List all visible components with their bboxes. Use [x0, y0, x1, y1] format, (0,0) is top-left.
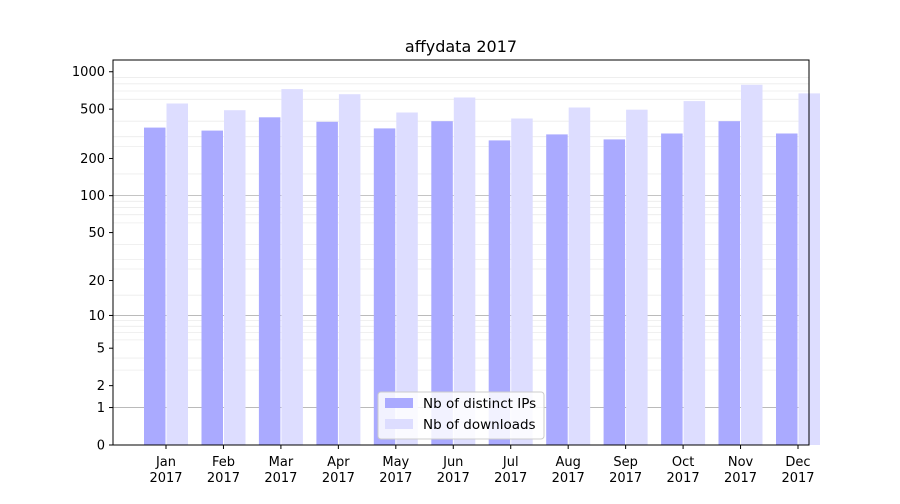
x-tick-label-month: Jan — [155, 455, 176, 470]
legend-swatch-distinct-ips — [385, 398, 413, 408]
legend: Nb of distinct IPs Nb of downloads — [377, 391, 545, 440]
bar-downloads-jan — [166, 103, 188, 445]
bar-distinct-ips-sep — [603, 139, 626, 445]
bar-distinct-ips-aug — [546, 134, 568, 445]
legend-label-downloads: Nb of downloads — [423, 417, 536, 433]
y-tick-label: 1 — [97, 401, 105, 416]
x-tick-label-year: 2017 — [437, 471, 470, 486]
y-tick-label: 20 — [88, 274, 105, 289]
legend-label-distinct-ips: Nb of distinct IPs — [423, 396, 536, 412]
y-tick-label: 500 — [80, 103, 105, 118]
plot-frame — [112, 59, 810, 446]
x-tick-label-month: Sep — [613, 455, 638, 470]
bar-downloads-apr — [338, 94, 361, 445]
x-tick-label-month: May — [382, 455, 409, 470]
y-tick-label: 10 — [88, 309, 105, 324]
bar-distinct-ips-mar — [258, 117, 281, 446]
x-tick-label-month: Apr — [327, 455, 350, 470]
x-tick-label-month: Feb — [212, 455, 235, 470]
x-tick-label-month: Mar — [269, 455, 294, 470]
bar-downloads-jul — [511, 118, 533, 445]
y-tick-label: 200 — [80, 152, 105, 167]
x-tick-label-year: 2017 — [667, 471, 700, 486]
bar-distinct-ips-jun — [431, 121, 453, 445]
bar-distinct-ips-dec — [776, 133, 798, 445]
bar-distinct-ips-feb — [201, 130, 223, 445]
bar-downloads-oct — [683, 101, 706, 445]
legend-box — [377, 391, 545, 440]
x-tick-label-month: Oct — [672, 455, 694, 470]
chart-title: affydata 2017 — [405, 37, 517, 56]
bars — [144, 84, 820, 446]
y-tick-label: 50 — [88, 226, 105, 241]
bar-distinct-ips-nov — [718, 121, 740, 445]
x-tick-label-year: 2017 — [724, 471, 757, 486]
x-tick-label-year: 2017 — [149, 471, 182, 486]
bar-distinct-ips-oct — [661, 133, 683, 445]
x-tick-label-month: Jul — [502, 455, 519, 470]
bar-downloads-nov — [741, 84, 763, 446]
x-tick-label-year: 2017 — [264, 471, 297, 486]
bar-distinct-ips-jan — [144, 127, 166, 445]
y-tick-label: 2 — [97, 379, 105, 394]
bar-downloads-feb — [224, 110, 246, 445]
x-tick-label-month: Nov — [728, 455, 754, 470]
bar-distinct-ips-apr — [316, 121, 338, 446]
bar-downloads-sep — [626, 109, 648, 445]
x-tick-label-month: Jun — [442, 455, 463, 470]
bar-distinct-ips-may — [373, 128, 396, 445]
y-tick-label: 5 — [97, 342, 105, 357]
bar-downloads-aug — [568, 107, 591, 445]
y-axis: 0 1 2 5 10 20 50 100 200 500 1000 — [72, 65, 113, 454]
bar-downloads-jun — [453, 97, 476, 445]
x-tick-label-year: 2017 — [781, 471, 814, 486]
y-tick-label: 1000 — [72, 65, 105, 80]
x-tick-label-year: 2017 — [207, 471, 240, 486]
legend-swatch-downloads — [385, 419, 413, 429]
x-tick-label-year: 2017 — [609, 471, 642, 486]
bar-downloads-may — [396, 112, 418, 445]
x-axis: Jan2017Feb2017Mar2017Apr2017May2017Jun20… — [149, 445, 815, 486]
x-tick-label-month: Aug — [555, 455, 580, 470]
x-tick-label-year: 2017 — [379, 471, 412, 486]
y-tick-label: 100 — [80, 189, 105, 204]
bar-distinct-ips-jul — [488, 140, 511, 445]
bar-downloads-mar — [281, 89, 303, 445]
x-tick-label-year: 2017 — [494, 471, 527, 486]
x-tick-label-year: 2017 — [552, 471, 585, 486]
y-tick-label: 0 — [97, 439, 105, 454]
x-tick-label-year: 2017 — [322, 471, 355, 486]
x-tick-label-month: Dec — [785, 455, 810, 470]
